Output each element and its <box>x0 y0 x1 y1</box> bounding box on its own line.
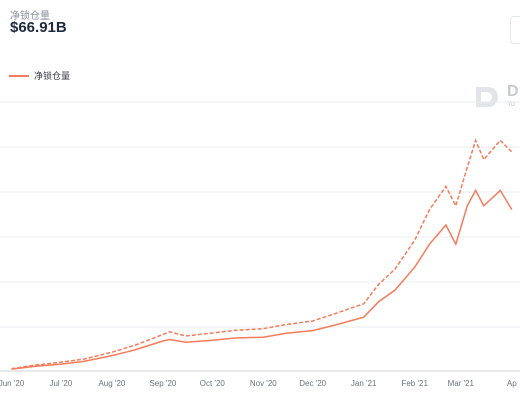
x-tick-label: Jul '20 <box>49 379 72 388</box>
series-line-dashed <box>11 138 513 370</box>
metric-label: 净锁仓量 <box>10 11 50 22</box>
watermark-text: D <box>507 83 519 100</box>
metric-value: $66.91B <box>10 19 67 36</box>
watermark-subtext: Yo <box>507 101 515 108</box>
series-line-solid <box>11 188 513 370</box>
x-tick-label: Jun '20 <box>0 379 25 388</box>
legend-label: 净锁仓量 <box>34 71 71 81</box>
chart-legend[interactable]: 净锁仓量 <box>9 69 70 82</box>
x-axis-ticks: Jun '20 Jul '20 Aug '20 Sep '20 Oct '20 Nov '… <box>0 379 517 388</box>
x-tick-label: Oct '20 <box>200 379 226 388</box>
legend-swatch <box>9 74 29 77</box>
grid-lines <box>0 101 520 372</box>
x-tick-label: Sep '20 <box>149 379 176 388</box>
x-tick-label: Aug '20 <box>98 379 125 388</box>
x-tick-label: Jan '21 <box>351 379 377 388</box>
x-tick-label: Dec '20 <box>299 379 326 388</box>
x-tick-label: Ap <box>507 379 517 388</box>
x-tick-label: Nov '20 <box>250 379 277 388</box>
x-tick-label: Mar '21 <box>448 379 475 388</box>
range-selector-button[interactable] <box>510 16 520 44</box>
chart-series <box>11 138 513 370</box>
x-tick-label: Feb '21 <box>401 379 428 388</box>
